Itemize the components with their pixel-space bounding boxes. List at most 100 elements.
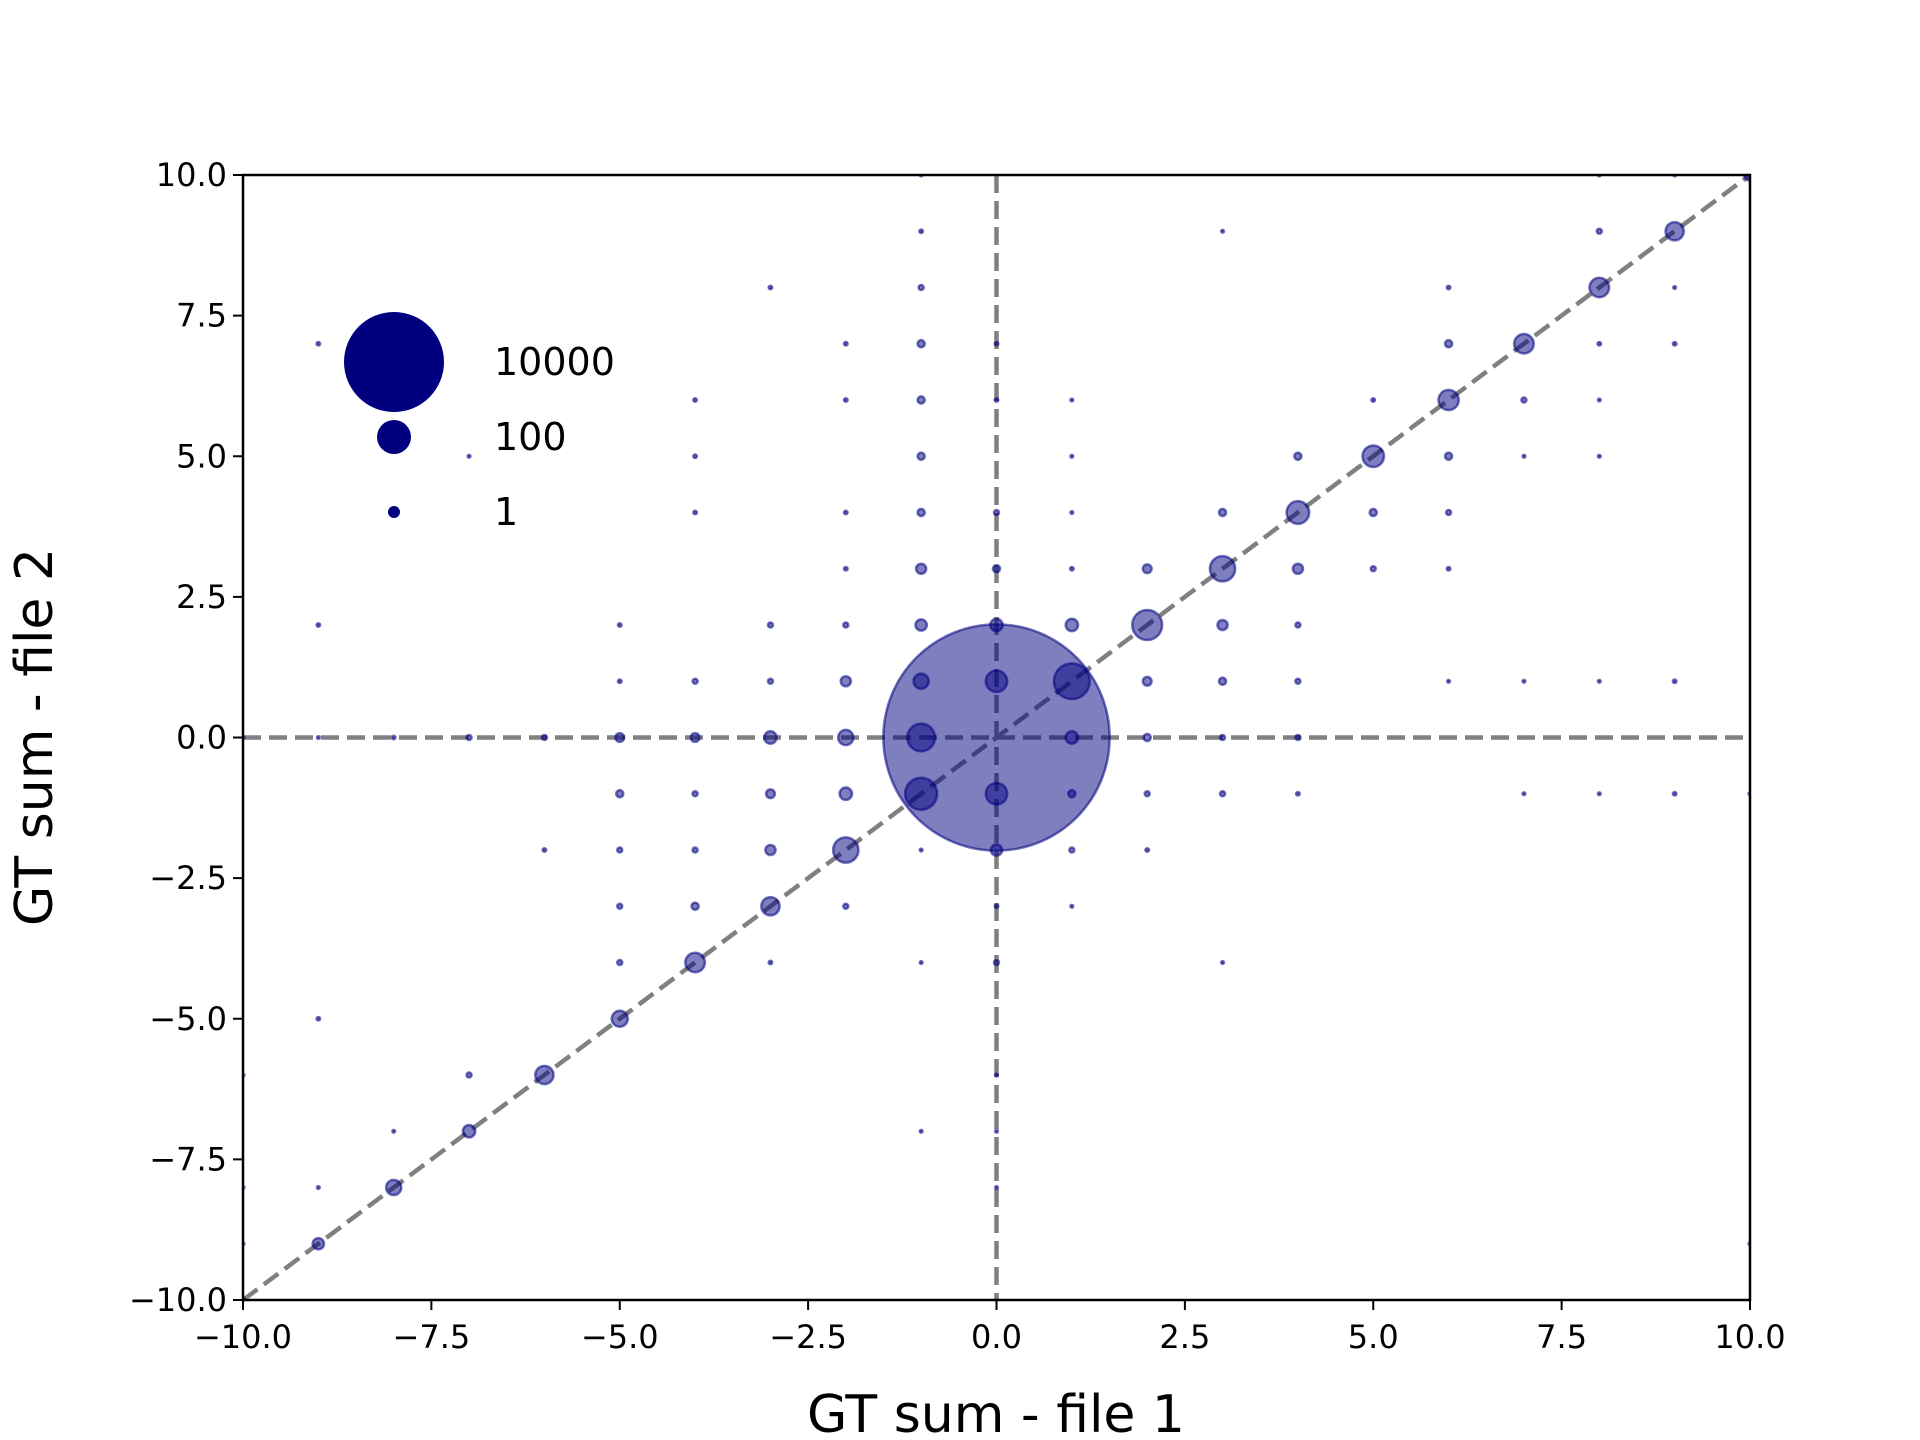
bubble-point: [1219, 228, 1226, 234]
bubble-point: [993, 340, 1000, 347]
bubble-point: [836, 728, 855, 747]
bubble-point: [1285, 499, 1311, 526]
bubble-point: [315, 734, 321, 741]
legend-label: 100: [494, 415, 567, 459]
bubble-point: [1293, 451, 1303, 462]
y-tick-label: 0.0: [176, 719, 227, 757]
bubble-point: [906, 722, 937, 753]
bubble-point: [1294, 790, 1301, 797]
bubble-point: [1294, 677, 1302, 686]
bubble-point: [1596, 453, 1602, 459]
bubble-point: [1068, 846, 1076, 854]
bubble-point: [1671, 790, 1678, 797]
bubble-point: [1142, 732, 1153, 743]
bubble-point: [692, 453, 699, 460]
bubble-point: [614, 731, 626, 744]
bubble-point: [311, 1236, 326, 1251]
bubble-point: [690, 901, 700, 912]
bubble-point: [1216, 618, 1229, 632]
bubble-point: [1368, 507, 1379, 518]
bubble-point: [466, 453, 472, 459]
bubble-point: [1671, 678, 1678, 685]
bubble-point: [465, 733, 473, 742]
x-tick-label: 2.5: [1159, 1318, 1210, 1356]
bubble-point: [839, 674, 853, 688]
bubble-point: [916, 338, 926, 349]
bubble-point: [842, 396, 849, 404]
bubble-point: [1672, 284, 1678, 291]
bubble-point: [1069, 509, 1075, 516]
bubble-point: [1069, 453, 1075, 459]
bubble-point: [1294, 621, 1302, 629]
bubble-point: [763, 730, 778, 745]
bubble-point: [315, 1184, 321, 1191]
bubble-point: [766, 677, 775, 686]
bubble-point: [1069, 397, 1075, 403]
x-axis-ticks: −10.0 −7.5 −5.0 −2.5 0.0 2.5 5.0 7.5 10.0: [194, 1300, 1786, 1356]
bubble-point: [1068, 565, 1075, 572]
bubble-point: [992, 958, 1001, 967]
bubble-point: [1596, 678, 1602, 684]
bubble-point: [689, 731, 701, 744]
bubble-point: [1064, 617, 1080, 633]
bubble-point: [831, 836, 860, 864]
y-axis-ticks: −10.0 −7.5 −5.0 −2.5 0.0 2.5 5.0 7.5 10.0: [129, 156, 243, 1319]
bubble-point: [614, 788, 625, 799]
bubble-point: [1143, 789, 1151, 798]
x-axis-title: GT sum - file 1: [807, 1385, 1185, 1440]
legend-label: 10000: [494, 340, 615, 384]
bubble-point: [903, 776, 939, 811]
bubble-point: [1437, 388, 1460, 412]
legend-label: 1: [494, 490, 518, 534]
bubble-point: [1444, 508, 1453, 517]
bubble-point: [540, 733, 549, 742]
bubble-point: [1141, 675, 1153, 687]
bubble-point: [1294, 733, 1302, 742]
bubble-point: [1069, 903, 1075, 909]
bubble-point: [993, 396, 1000, 404]
x-tick-label: 0.0: [971, 1318, 1022, 1356]
bubble-point: [984, 781, 1009, 806]
bubble-point: [916, 507, 926, 518]
bubble-point: [1521, 791, 1527, 797]
bubble-point: [1064, 730, 1080, 745]
bubble-point: [691, 677, 699, 686]
bubble-point: [391, 1128, 397, 1134]
bubble-point: [1521, 453, 1527, 459]
bubble-point: [1141, 563, 1153, 575]
x-tick-label: 10.0: [1714, 1318, 1785, 1356]
data-points: [243, 175, 1750, 1300]
bubble-point: [767, 959, 774, 966]
bubble-point: [1521, 678, 1527, 684]
bubble-point: [1218, 789, 1227, 798]
x-tick-label: 7.5: [1536, 1318, 1587, 1356]
bubble-point: [1596, 791, 1602, 797]
bubble-point: [1443, 451, 1454, 462]
bubble-point: [541, 846, 548, 854]
bubble-point: [1361, 444, 1386, 469]
bubble-point: [984, 669, 1009, 694]
bubble-point: [760, 895, 781, 917]
bubble-point: [1217, 676, 1228, 687]
bubble-point: [1443, 338, 1454, 349]
bubble-point: [315, 1015, 322, 1022]
bubble-point: [1595, 227, 1604, 236]
bubble-point: [912, 672, 930, 691]
bubble-point: [764, 788, 777, 800]
bubble-point: [1445, 284, 1452, 291]
bubble-point: [764, 843, 777, 857]
bubble-point: [615, 846, 624, 854]
bubble-point: [1217, 507, 1228, 518]
legend-marker: [344, 312, 444, 412]
bubble-point: [615, 902, 624, 911]
bubble-point: [993, 903, 1000, 910]
bubble-point: [1067, 788, 1077, 799]
bubble-point: [390, 734, 397, 741]
y-tick-label: −10.0: [129, 1281, 227, 1319]
bubble-point: [610, 1009, 629, 1028]
bubble-point: [914, 562, 928, 576]
bubble-point: [1052, 662, 1091, 701]
bubble-point: [918, 959, 924, 966]
bubble-point: [1671, 340, 1678, 347]
bubble-point: [1664, 220, 1686, 242]
